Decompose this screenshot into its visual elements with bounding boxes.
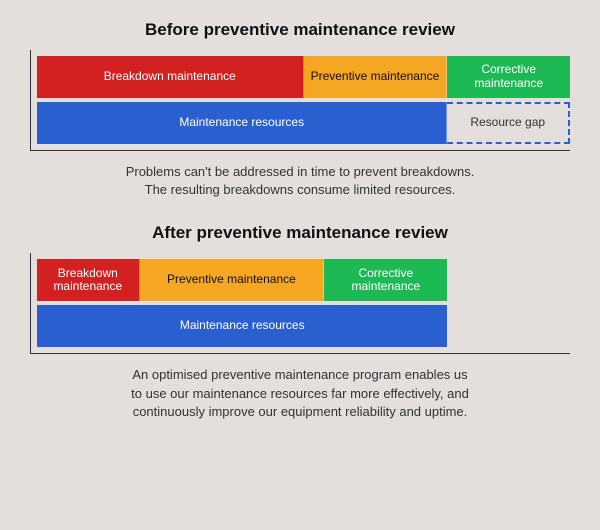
before-top-row: Breakdown maintenance Preventive mainten… bbox=[37, 56, 570, 98]
before-title: Before preventive maintenance review bbox=[30, 20, 570, 40]
after-bottom-row: Maintenance resources bbox=[37, 305, 447, 347]
seg-resources-before: Maintenance resources bbox=[37, 102, 447, 144]
after-caption: An optimised preventive maintenance prog… bbox=[30, 366, 570, 421]
before-bottom-row: Maintenance resources Resource gap bbox=[37, 102, 570, 144]
after-top-row: Breakdown maintenance Preventive mainten… bbox=[37, 259, 447, 301]
seg-breakdown-before: Breakdown maintenance bbox=[37, 56, 304, 98]
seg-breakdown-after: Breakdown maintenance bbox=[37, 259, 140, 301]
seg-preventive-after: Preventive maintenance bbox=[140, 259, 325, 301]
seg-corrective-after: Corrective maintenance bbox=[324, 259, 447, 301]
caption-line: to use our maintenance resources far mor… bbox=[30, 385, 570, 403]
before-caption: Problems can't be addressed in time to p… bbox=[30, 163, 570, 199]
after-title: After preventive maintenance review bbox=[30, 223, 570, 243]
caption-line: Problems can't be addressed in time to p… bbox=[30, 163, 570, 181]
seg-corrective-before: Corrective maintenance bbox=[447, 56, 570, 98]
after-section: After preventive maintenance review Brea… bbox=[30, 223, 570, 421]
before-chart: Breakdown maintenance Preventive mainten… bbox=[30, 50, 570, 151]
page: Before preventive maintenance review Bre… bbox=[0, 0, 600, 530]
seg-preventive-before: Preventive maintenance bbox=[304, 56, 448, 98]
caption-line: An optimised preventive maintenance prog… bbox=[30, 366, 570, 384]
seg-resources-after: Maintenance resources bbox=[37, 305, 447, 347]
caption-line: The resulting breakdowns consume limited… bbox=[30, 181, 570, 199]
before-section: Before preventive maintenance review Bre… bbox=[30, 20, 570, 199]
caption-line: continuously improve our equipment relia… bbox=[30, 403, 570, 421]
after-chart: Breakdown maintenance Preventive mainten… bbox=[30, 253, 570, 354]
seg-resource-gap: Resource gap bbox=[447, 102, 570, 144]
